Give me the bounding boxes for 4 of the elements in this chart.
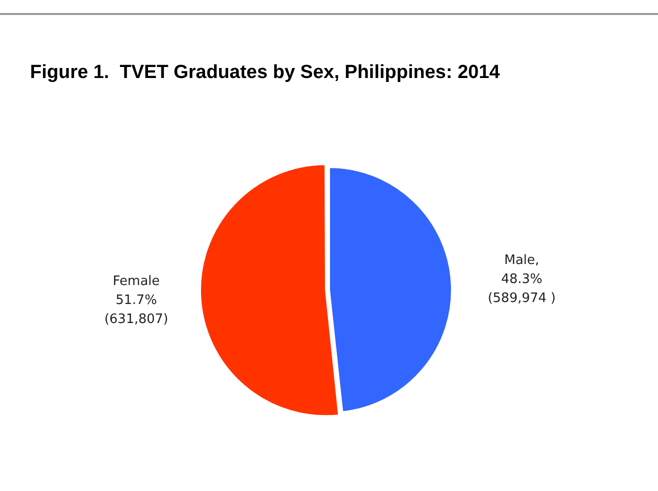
data-label: 51.7% (631,807) <box>104 292 168 327</box>
slice-label: Male, 48.3% (589,974 ) <box>488 253 556 306</box>
slice-label: Female <box>112 274 160 289</box>
chart-title: Figure 1. TVET Graduates by Sex, Philippines: 2014 <box>30 62 500 84</box>
